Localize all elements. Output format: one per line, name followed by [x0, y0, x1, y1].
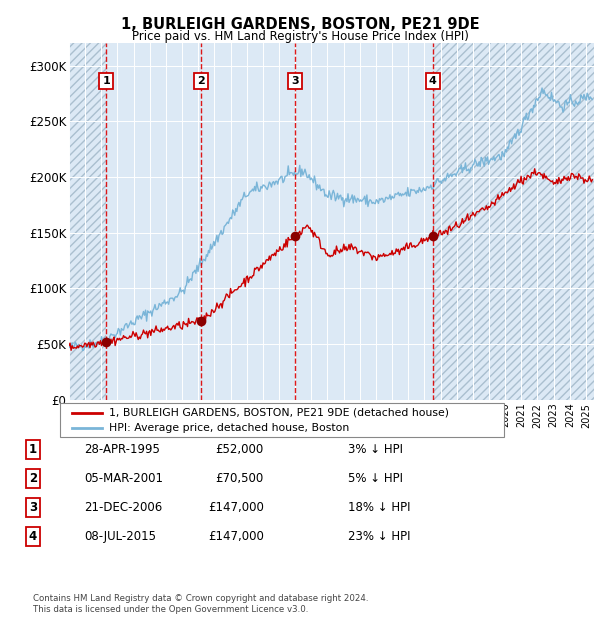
Text: 3: 3 — [291, 76, 298, 86]
Text: 3: 3 — [29, 502, 37, 514]
Text: 08-JUL-2015: 08-JUL-2015 — [84, 531, 156, 543]
Bar — [433, 43, 594, 400]
Text: 28-APR-1995: 28-APR-1995 — [84, 443, 160, 456]
Text: £147,000: £147,000 — [208, 502, 264, 514]
Text: 4: 4 — [29, 531, 37, 543]
Text: £147,000: £147,000 — [208, 531, 264, 543]
Text: HPI: Average price, detached house, Boston: HPI: Average price, detached house, Bost… — [109, 423, 349, 433]
Text: 23% ↓ HPI: 23% ↓ HPI — [348, 531, 410, 543]
Text: 1, BURLEIGH GARDENS, BOSTON, PE21 9DE: 1, BURLEIGH GARDENS, BOSTON, PE21 9DE — [121, 17, 479, 32]
Text: 1, BURLEIGH GARDENS, BOSTON, PE21 9DE (detached house): 1, BURLEIGH GARDENS, BOSTON, PE21 9DE (d… — [109, 407, 449, 417]
Text: 2: 2 — [29, 472, 37, 485]
Text: 3% ↓ HPI: 3% ↓ HPI — [348, 443, 403, 456]
Text: 1: 1 — [29, 443, 37, 456]
Text: £70,500: £70,500 — [216, 472, 264, 485]
Text: 1: 1 — [103, 76, 110, 86]
Text: 2: 2 — [197, 76, 205, 86]
Text: £52,000: £52,000 — [216, 443, 264, 456]
Text: 5% ↓ HPI: 5% ↓ HPI — [348, 472, 403, 485]
Text: 21-DEC-2006: 21-DEC-2006 — [84, 502, 162, 514]
Text: 05-MAR-2001: 05-MAR-2001 — [84, 472, 163, 485]
Text: Contains HM Land Registry data © Crown copyright and database right 2024.
This d: Contains HM Land Registry data © Crown c… — [33, 595, 368, 614]
Text: 4: 4 — [429, 76, 437, 86]
Text: Price paid vs. HM Land Registry's House Price Index (HPI): Price paid vs. HM Land Registry's House … — [131, 30, 469, 43]
Text: 18% ↓ HPI: 18% ↓ HPI — [348, 502, 410, 514]
Bar — [69, 43, 106, 400]
